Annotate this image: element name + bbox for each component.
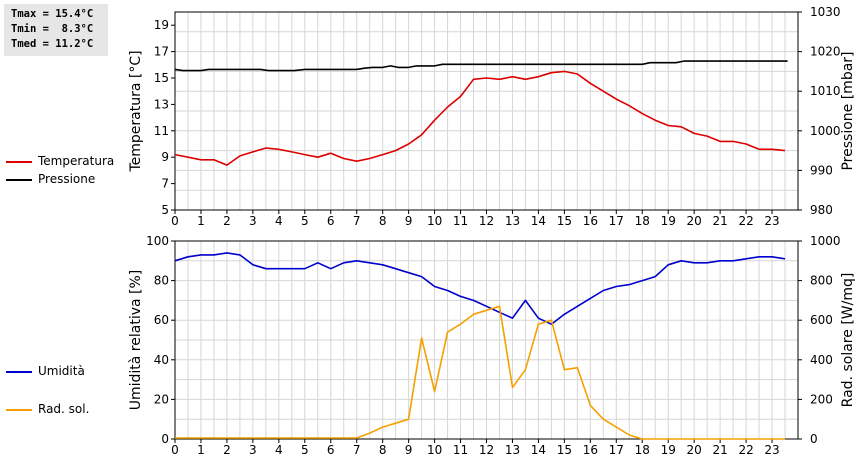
chart-panel-2: 0 1 2 3 4 5 6 7 8 9 10 11 12 13 14 15 16 17 18 19 20 21 22 2302… [128, 234, 856, 457]
x-tick-label: 8 [379, 214, 387, 228]
x-tick-label: 4 [275, 214, 283, 228]
y-tick-label-left: 20 [154, 392, 169, 406]
y-tick-label-right: 1000 [810, 234, 841, 248]
legend-swatch-temperatura [6, 161, 32, 163]
y-tick-label-right: 980 [810, 203, 833, 217]
x-tick-label: 23 [764, 443, 779, 457]
y-tick-label-right: 0 [810, 432, 818, 446]
y-tick-label-right: 800 [810, 274, 833, 288]
x-tick-label: 0 [171, 214, 179, 228]
y-tick-label-right: 400 [810, 353, 833, 367]
x-tick-label: 3 [249, 214, 257, 228]
x-tick-label: 15 [557, 214, 572, 228]
x-tick-label: 17 [609, 214, 624, 228]
chart-panel-1: 0 1 2 3 4 5 6 7 8 9 10 11 12 13 14 15 16 17 18 19 20 21 22 2357… [128, 5, 856, 228]
y-tick-label-left: 40 [154, 353, 169, 367]
x-tick-label: 0 [171, 443, 179, 457]
x-tick-label: 23 [764, 214, 779, 228]
x-tick-label: 16 [583, 214, 598, 228]
series-line-temperatura [174, 70, 786, 166]
y-tick-label-left: 7 [161, 177, 169, 191]
x-tick-label: 10 [427, 443, 442, 457]
y-axis-title-right: Rad. solare [W/mq] [840, 273, 856, 408]
legend-label-umidita: Umidità [38, 364, 85, 378]
y-tick-label-right: 1000 [810, 124, 841, 138]
legend-label-rad-sol: Rad. sol. [38, 402, 90, 416]
x-tick-label: 22 [738, 443, 753, 457]
x-tick-label: 18 [635, 214, 650, 228]
legend-swatch-pressione [6, 179, 32, 181]
x-tick-label: 16 [583, 443, 598, 457]
y-tick-label-right: 990 [810, 163, 833, 177]
legend-label-pressione: Pressione [38, 172, 96, 186]
x-tick-label: 19 [661, 214, 676, 228]
x-tick-label: 4 [275, 443, 283, 457]
x-tick-label: 15 [557, 443, 572, 457]
series-line-pressione [174, 60, 788, 72]
x-tick-label: 6 [327, 443, 335, 457]
y-axis-title-right: Pressione [mbar] [840, 51, 856, 170]
x-tick-label: 7 [353, 443, 361, 457]
x-tick-label: 12 [479, 214, 494, 228]
x-tick-label: 3 [249, 443, 257, 457]
stats-box: Tmax = 15.4°C Tmin = 8.3°C Tmed = 11.2°C [4, 4, 108, 56]
x-tick-label: 21 [712, 214, 727, 228]
legend-swatch-rad-sol [6, 409, 32, 411]
x-tick-label: 9 [405, 443, 413, 457]
x-tick-label: 17 [609, 443, 624, 457]
y-tick-label-left: 15 [154, 71, 169, 85]
x-tick-label: 20 [687, 443, 702, 457]
y-tick-label-left: 5 [161, 203, 169, 217]
y-tick-label-right: 1030 [810, 5, 841, 19]
y-tick-label-left: 0 [161, 432, 169, 446]
x-tick-label: 10 [427, 214, 442, 228]
x-tick-label: 22 [738, 214, 753, 228]
x-tick-label: 12 [479, 443, 494, 457]
x-tick-label: 5 [301, 214, 309, 228]
stat-tmax: Tmax = 15.4°C [11, 8, 94, 20]
x-tick-label: 1 [197, 214, 205, 228]
y-tick-label-left: 9 [161, 150, 169, 164]
x-tick-label: 9 [405, 214, 413, 228]
y-tick-label-left: 80 [154, 274, 169, 288]
y-axis-title-left: Umidità relativa [%] [128, 270, 144, 411]
x-tick-label: 7 [353, 214, 361, 228]
series-line-rad-sol [175, 305, 785, 440]
y-axis-title-left: Temperatura [°C] [128, 50, 144, 172]
x-tick-label: 2 [223, 214, 231, 228]
y-tick-label-left: 17 [154, 45, 169, 59]
x-tick-label: 2 [223, 443, 231, 457]
x-tick-label: 11 [453, 214, 468, 228]
x-tick-label: 14 [531, 214, 546, 228]
y-tick-label-left: 19 [154, 18, 169, 32]
y-tick-label-left: 60 [154, 313, 169, 327]
x-tick-label: 21 [712, 443, 727, 457]
series-line-umidita [174, 252, 786, 326]
x-tick-label: 20 [687, 214, 702, 228]
y-tick-label-right: 1010 [810, 84, 841, 98]
y-tick-label-left: 100 [146, 234, 169, 248]
y-tick-label-left: 13 [154, 97, 169, 111]
y-tick-label-left: 11 [154, 124, 169, 138]
x-tick-label: 5 [301, 443, 309, 457]
x-tick-label: 6 [327, 214, 335, 228]
y-tick-label-right: 200 [810, 392, 833, 406]
x-tick-label: 1 [197, 443, 205, 457]
stat-tmed: Tmed = 11.2°C [11, 38, 94, 50]
x-tick-label: 19 [661, 443, 676, 457]
y-tick-label-right: 1020 [810, 45, 841, 59]
x-tick-label: 14 [531, 443, 546, 457]
legend-label-temperatura: Temperatura [38, 154, 115, 168]
x-tick-label: 8 [379, 443, 387, 457]
x-tick-label: 13 [505, 214, 520, 228]
y-tick-label-right: 600 [810, 313, 833, 327]
legend-swatch-umidita [6, 371, 32, 373]
x-tick-label: 11 [453, 443, 468, 457]
x-tick-label: 18 [635, 443, 650, 457]
x-tick-label: 13 [505, 443, 520, 457]
stat-tmin: Tmin = 8.3°C [11, 23, 94, 35]
